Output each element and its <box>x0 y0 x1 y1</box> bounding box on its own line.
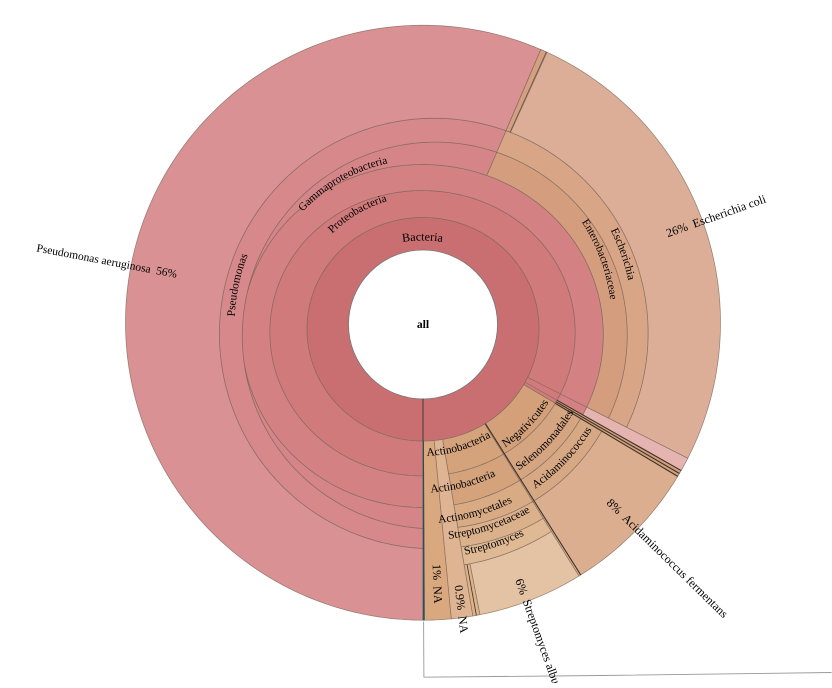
svg-text:all: all <box>417 319 429 331</box>
svg-text:1% NA: 1% NA <box>430 564 446 604</box>
svg-text:Bacteria: Bacteria <box>401 229 444 244</box>
